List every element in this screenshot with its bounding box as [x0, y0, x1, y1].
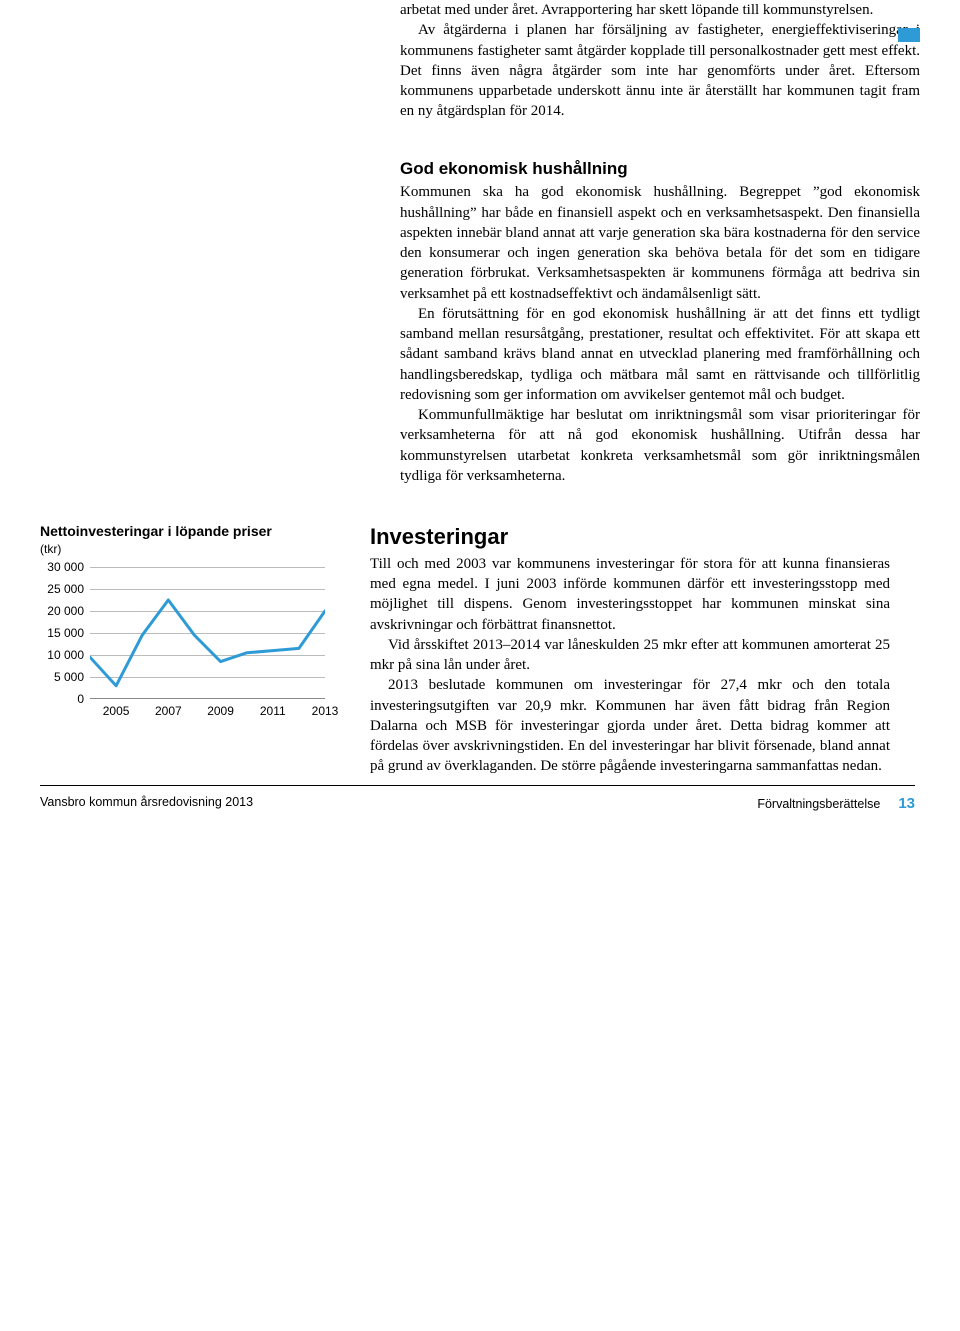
chart-x-tick: 2013: [312, 703, 339, 719]
s2-p2: Vid årsskiftet 2013–2014 var låneskulden…: [370, 635, 890, 676]
s2-p1: Till och med 2003 var kommunens invester…: [370, 554, 890, 635]
s1-p2: En förutsättning för en god ekonomisk hu…: [400, 304, 920, 405]
chart-y-tick: 0: [77, 691, 84, 707]
s2-p3: 2013 beslutade kommunen om investeringar…: [370, 675, 890, 776]
chart-y-tick: 15 000: [47, 625, 84, 641]
chart-y-tick: 20 000: [47, 603, 84, 619]
chart-y-tick: 5 000: [54, 669, 84, 685]
chart-x-tick: 2009: [207, 703, 234, 719]
chart-nettoinvesteringar: Nettoinvesteringar i löpande priser (tkr…: [40, 522, 330, 721]
footer-pagenum: 13: [898, 794, 915, 814]
section-marker: [898, 28, 920, 42]
footer-section: Förvaltningsberättelse: [757, 796, 880, 813]
s1-p3: Kommunfullmäktige har beslutat om inrikt…: [400, 405, 920, 486]
s1-p1: Kommunen ska ha god ekonomisk hushållnin…: [400, 182, 920, 304]
chart-y-tick: 25 000: [47, 581, 84, 597]
chart-title: Nettoinvesteringar i löpande priser: [40, 522, 330, 541]
heading-god-ekonomisk: God ekonomisk hushållning: [400, 158, 920, 181]
heading-investeringar: Investeringar: [370, 522, 890, 552]
chart-unit: (tkr): [40, 541, 330, 557]
intro-p2: Av åtgärderna i planen har försäljning a…: [400, 20, 920, 121]
chart-x-tick: 2005: [103, 703, 130, 719]
chart-x-tick: 2011: [260, 703, 286, 719]
footer-left: Vansbro kommun årsredovisning 2013: [40, 794, 253, 814]
chart-x-tick: 2007: [155, 703, 182, 719]
page-footer: Vansbro kommun årsredovisning 2013 Förva…: [40, 785, 915, 814]
chart-y-tick: 10 000: [47, 647, 84, 663]
intro-p1: arbetat med under året. Avrapportering h…: [400, 0, 920, 20]
chart-y-tick: 30 000: [47, 559, 84, 575]
